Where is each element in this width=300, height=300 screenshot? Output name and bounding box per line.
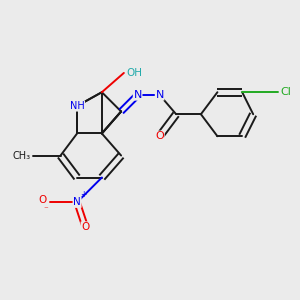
Text: N: N [134,90,142,100]
Text: CH₃: CH₃ [12,151,30,160]
Text: +: + [80,190,86,199]
Text: ⁻: ⁻ [44,205,48,214]
Text: NH: NH [70,101,85,111]
Text: N: N [73,197,81,207]
Text: O: O [81,222,89,232]
Text: O: O [155,131,164,141]
Text: Cl: Cl [281,87,292,97]
Text: OH: OH [127,68,142,78]
Text: O: O [39,194,47,205]
Text: N: N [155,90,164,100]
